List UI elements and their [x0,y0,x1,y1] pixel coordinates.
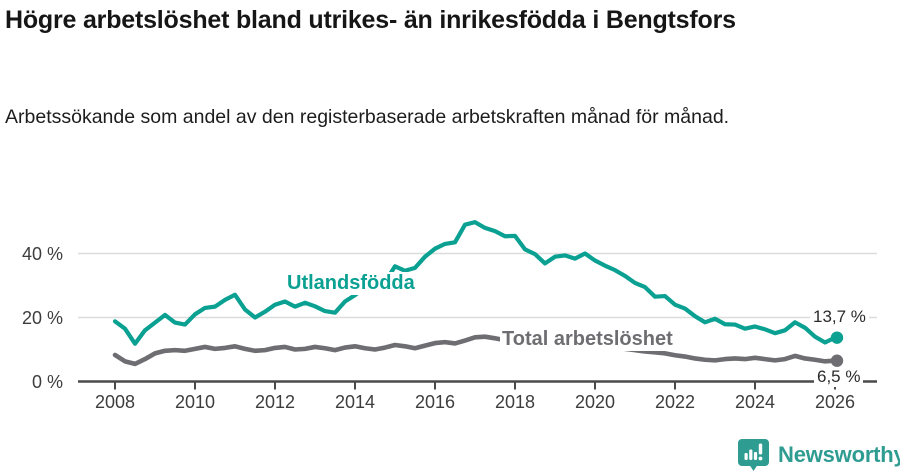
x-tick-label: 2010 [174,392,216,412]
newsworthy-wordmark: Newsworthy [778,442,900,467]
x-tick-label: 2020 [574,392,616,412]
end-value-label-total: 6,5 % [814,367,864,387]
x-tick-label: 2026 [814,392,856,412]
series-label-utlandsfodda: Utlandsfödda [285,272,417,295]
series-line-1 [112,334,838,367]
series-end-dot-0 [830,331,844,344]
newsworthy-chart-bubble-icon [738,439,769,471]
x-tick-label: 2022 [654,392,696,412]
series-line-0 [112,220,838,346]
x-tick-label: 2016 [414,392,456,412]
x-tick-label: 2024 [734,392,776,412]
end-value-label-utlandsfodda: 13,7 % [810,307,869,327]
y-tick-label: 20 % [21,307,63,328]
page-title: Högre arbetslöshet bland utrikes- än inr… [5,6,736,34]
x-tick-label: 2014 [334,392,376,412]
chart-subtitle: Arbetssökande som andel av den registerb… [5,106,730,128]
x-tick-label: 2018 [494,392,536,412]
x-tick-label: 2012 [254,392,296,412]
y-tick-label: 40 % [21,243,63,264]
y-tick-label: 0 % [31,371,63,392]
x-tick-label: 2008 [94,392,136,412]
series-end-dot-1 [830,354,844,367]
series-label-total-arbetsloshet: Total arbetslöshet [500,328,675,351]
newsworthy-logo[interactable]: Newsworthy [737,438,900,472]
